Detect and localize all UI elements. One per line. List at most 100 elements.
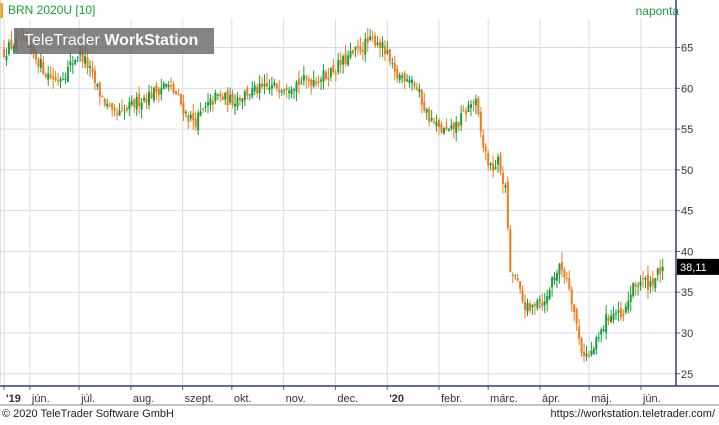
candle-body: [268, 87, 271, 90]
candle-body: [393, 63, 396, 72]
watermark-brand-bold: WorkStation: [104, 32, 199, 49]
candle-body: [172, 83, 175, 93]
candle-body: [155, 85, 158, 93]
candle-body: [288, 90, 291, 94]
candle-body: [573, 304, 576, 312]
candle-body: [560, 262, 563, 271]
candle-body: [93, 70, 96, 83]
candle-body: [423, 102, 426, 111]
candle-body: [283, 89, 286, 91]
candle-body: [258, 83, 261, 94]
candle-body: [211, 101, 214, 105]
candle-body: [342, 55, 345, 65]
interval-label[interactable]: naponta: [635, 4, 679, 18]
candle-body: [7, 42, 10, 54]
candle-body: [509, 229, 512, 272]
candle-body: [401, 75, 404, 78]
candle-body: [251, 87, 254, 97]
y-tick-label: 30: [681, 328, 693, 340]
source-url[interactable]: https://workstation.teletrader.com/: [550, 408, 715, 420]
x-tick-label: jún.: [31, 393, 50, 405]
candle-body: [580, 338, 583, 353]
candle-body: [492, 163, 495, 172]
candle-body: [514, 274, 517, 276]
candle-body: [521, 290, 524, 302]
candle-body: [455, 121, 458, 133]
candle-body: [12, 45, 15, 53]
candle-body: [659, 267, 662, 274]
candle-body: [379, 41, 382, 49]
candle-body: [329, 68, 332, 77]
candle-body: [167, 84, 170, 88]
candle-body: [103, 98, 106, 105]
candle-body: [354, 46, 357, 50]
y-tick-label: 60: [681, 83, 693, 95]
x-tick-label: aug.: [133, 393, 154, 405]
candle-body: [243, 91, 246, 101]
candle-body: [371, 37, 374, 39]
candle-body: [310, 79, 313, 86]
candle-body: [629, 294, 632, 302]
candle-body: [206, 102, 209, 106]
candle-body: [52, 76, 55, 80]
candle-body: [472, 101, 475, 104]
candle-body: [374, 35, 377, 46]
candle-body: [519, 281, 522, 290]
candle-body: [332, 65, 335, 73]
y-tick-label: 25: [681, 369, 693, 381]
instrument-title[interactable]: BRN 2020U [10]: [8, 3, 96, 17]
candle-body: [361, 50, 364, 52]
candle-body: [477, 98, 480, 114]
candle-body: [66, 66, 69, 82]
candle-body: [135, 96, 138, 110]
candle-body: [587, 355, 590, 357]
candle-body: [445, 126, 448, 130]
candle-body: [347, 55, 350, 65]
candle-body: [179, 94, 182, 105]
candle-body: [553, 277, 556, 281]
candle-body: [428, 109, 431, 123]
candle-body: [231, 93, 234, 106]
candle-body: [415, 87, 418, 90]
candle-body: [204, 106, 207, 108]
candle-body: [558, 264, 561, 275]
y-tick-label: 35: [681, 287, 693, 299]
candle-body: [617, 310, 620, 313]
candle-body: [219, 93, 222, 96]
candle-body: [391, 62, 394, 64]
candle-body: [644, 277, 647, 280]
candle-body: [467, 104, 470, 113]
candle-body: [221, 96, 224, 100]
candle-body: [49, 74, 52, 78]
candle-body: [226, 90, 229, 106]
candle-body: [511, 275, 514, 277]
candle-body: [91, 68, 94, 72]
candle-body: [133, 99, 136, 107]
candle-body: [143, 97, 146, 101]
candle-body: [10, 40, 13, 49]
candle-body: [420, 90, 423, 105]
y-tick-label: 40: [681, 246, 693, 258]
candle-body: [214, 92, 217, 102]
candle-body: [96, 84, 99, 87]
candle-body: [300, 82, 303, 84]
candle-body: [563, 269, 566, 278]
candle-body: [256, 87, 259, 94]
candle-body: [425, 109, 428, 113]
candle-body: [661, 266, 664, 272]
candle-body: [108, 104, 111, 107]
candle-body: [148, 91, 151, 105]
candle-body: [396, 68, 399, 78]
candle-body: [293, 89, 296, 91]
candle-body: [583, 352, 586, 356]
candle-body: [322, 70, 325, 82]
candle-body: [366, 37, 369, 43]
candle-body: [516, 277, 519, 281]
candle-body: [57, 80, 60, 82]
candle-body: [383, 45, 386, 55]
candle-body: [408, 79, 411, 83]
candle-body: [175, 91, 178, 95]
candle-body: [270, 84, 273, 89]
candle-body: [334, 72, 337, 74]
